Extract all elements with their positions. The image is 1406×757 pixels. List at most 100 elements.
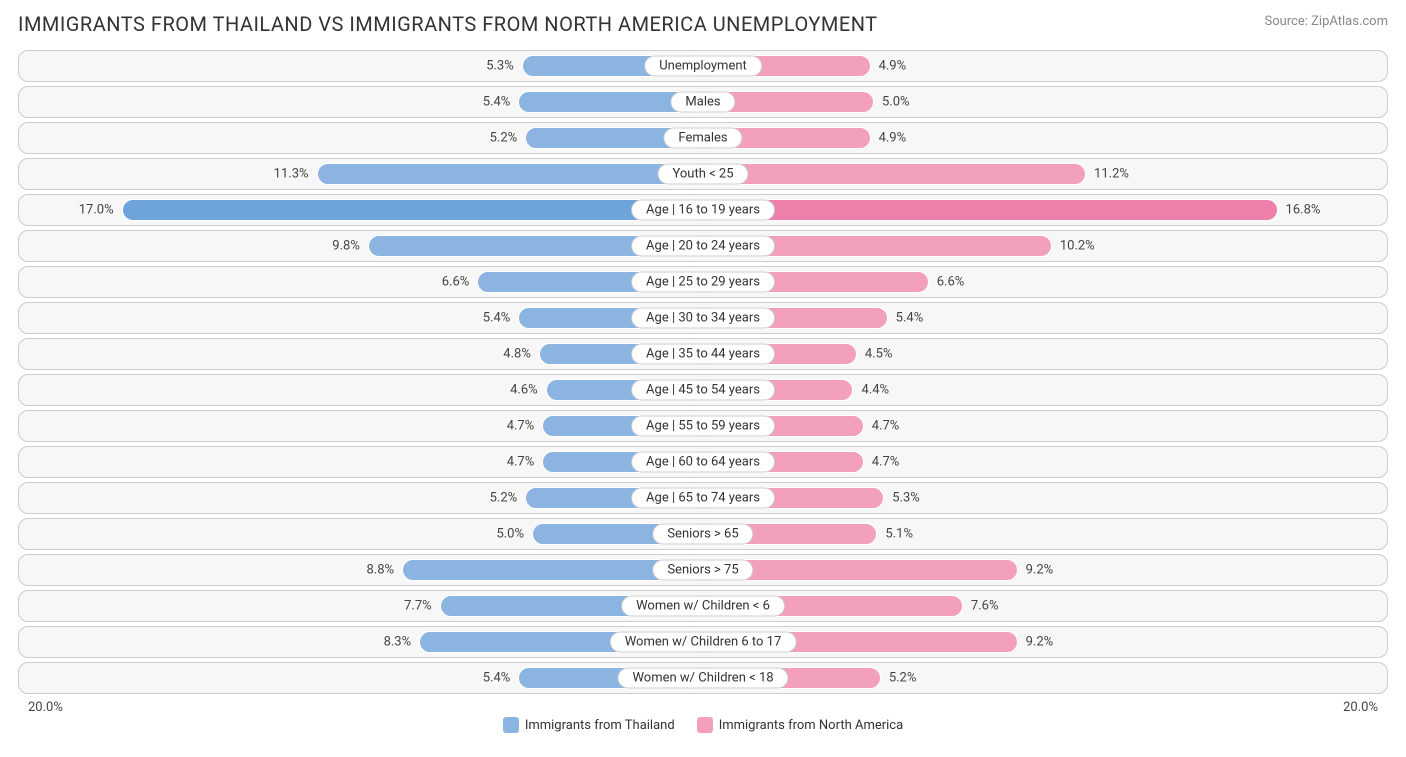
- category-label: Age | 25 to 29 years: [631, 272, 775, 293]
- value-right: 5.4%: [896, 311, 924, 326]
- diverging-bar-chart: 5.3%4.9%Unemployment5.4%5.0%Males5.2%4.9…: [18, 50, 1388, 694]
- chart-source: Source: ZipAtlas.com: [1264, 14, 1388, 29]
- legend-label-right: Immigrants from North America: [719, 718, 904, 733]
- value-left: 5.3%: [486, 59, 514, 74]
- track-left: 7.7%: [19, 595, 703, 617]
- category-label: Unemployment: [644, 56, 762, 77]
- category-label: Women w/ Children < 18: [617, 668, 788, 689]
- value-left: 4.7%: [507, 419, 535, 434]
- track-right: 4.9%: [703, 55, 1387, 77]
- category-label: Age | 30 to 34 years: [631, 308, 775, 329]
- chart-title: IMMIGRANTS FROM THAILAND VS IMMIGRANTS F…: [18, 12, 878, 36]
- value-left: 11.3%: [274, 167, 309, 182]
- track-left: 8.8%: [19, 559, 703, 581]
- track-left: 17.0%: [19, 199, 703, 221]
- value-left: 5.0%: [496, 527, 524, 542]
- value-right: 5.2%: [889, 671, 917, 686]
- value-right: 4.9%: [879, 59, 907, 74]
- bar-row: 9.8% 10.2% Age | 20 to 24 years: [18, 230, 1388, 262]
- track-right: 4.5%: [703, 343, 1387, 365]
- value-right: 10.2%: [1060, 239, 1095, 254]
- bar-left: [317, 163, 703, 185]
- track-left: 5.4%: [19, 91, 703, 113]
- category-label: Age | 55 to 59 years: [631, 416, 775, 437]
- value-right: 9.2%: [1026, 635, 1054, 650]
- bar-row: 5.2% 4.9% Females: [18, 122, 1388, 154]
- source-name: ZipAtlas.com: [1311, 14, 1388, 29]
- value-right: 5.3%: [892, 491, 920, 506]
- axis-labels: 20.0% 20.0%: [18, 700, 1388, 715]
- bar-row: 5.0% 5.1% Seniors > 65: [18, 518, 1388, 550]
- category-label: Women w/ Children 6 to 17: [610, 632, 797, 653]
- track-right: 6.6%: [703, 271, 1387, 293]
- category-label: Youth < 25: [657, 164, 748, 185]
- bar-right: [703, 163, 1086, 185]
- track-left: 5.4%: [19, 307, 703, 329]
- category-label: Age | 45 to 54 years: [631, 380, 775, 401]
- track-left: 5.2%: [19, 127, 703, 149]
- bar-row: 5.3% 4.9% Unemployment: [18, 50, 1388, 82]
- track-left: 4.7%: [19, 415, 703, 437]
- legend-label-left: Immigrants from Thailand: [525, 718, 675, 733]
- bar-row: 8.8% 9.2% Seniors > 75: [18, 554, 1388, 586]
- track-right: 5.0%: [703, 91, 1387, 113]
- axis-right-max: 20.0%: [1343, 700, 1378, 715]
- category-label: Seniors > 75: [652, 560, 753, 581]
- bar-row: 7.7%7.6%Women w/ Children < 6: [18, 590, 1388, 622]
- value-left: 9.8%: [332, 239, 360, 254]
- track-left: 11.3%: [19, 163, 703, 185]
- value-left: 5.2%: [490, 491, 518, 506]
- track-left: 4.7%: [19, 451, 703, 473]
- track-right: 16.8%: [703, 199, 1387, 221]
- value-right: 4.7%: [872, 419, 900, 434]
- value-left: 8.8%: [366, 563, 394, 578]
- bar-row: 6.6%6.6%Age | 25 to 29 years: [18, 266, 1388, 298]
- value-left: 7.7%: [404, 599, 432, 614]
- value-right: 4.4%: [861, 383, 889, 398]
- value-left: 5.4%: [483, 95, 511, 110]
- bar-left: [122, 199, 703, 221]
- value-right: 4.9%: [879, 131, 907, 146]
- track-right: 5.3%: [703, 487, 1387, 509]
- track-right: 5.1%: [703, 523, 1387, 545]
- bar-row: 17.0%16.8%Age | 16 to 19 years: [18, 194, 1388, 226]
- track-right: 7.6%: [703, 595, 1387, 617]
- track-right: 4.4%: [703, 379, 1387, 401]
- value-right: 11.2%: [1094, 167, 1129, 182]
- value-right: 4.5%: [865, 347, 893, 362]
- value-right: 7.6%: [971, 599, 999, 614]
- track-left: 5.4%: [19, 667, 703, 689]
- category-label: Age | 35 to 44 years: [631, 344, 775, 365]
- value-right: 9.2%: [1026, 563, 1054, 578]
- value-right: 4.7%: [872, 455, 900, 470]
- bar-right: [703, 199, 1278, 221]
- bar-row: 8.3%9.2%Women w/ Children 6 to 17: [18, 626, 1388, 658]
- category-label: Age | 20 to 24 years: [631, 236, 775, 257]
- value-right: 5.0%: [882, 95, 910, 110]
- track-left: 6.6%: [19, 271, 703, 293]
- value-left: 17.0%: [79, 203, 114, 218]
- track-left: 4.6%: [19, 379, 703, 401]
- chart-footer: 20.0% 20.0% Immigrants from Thailand Imm…: [18, 700, 1388, 733]
- category-label: Age | 60 to 64 years: [631, 452, 775, 473]
- value-right: 6.6%: [937, 275, 965, 290]
- bar-row: 4.6% 4.4% Age | 45 to 54 years: [18, 374, 1388, 406]
- category-label: Females: [663, 128, 742, 149]
- track-right: 5.2%: [703, 667, 1387, 689]
- bar-row: 5.4%5.4%Age | 30 to 34 years: [18, 302, 1388, 334]
- category-label: Seniors > 65: [652, 524, 753, 545]
- value-right: 16.8%: [1286, 203, 1321, 218]
- track-right: 4.9%: [703, 127, 1387, 149]
- track-right: 5.4%: [703, 307, 1387, 329]
- track-right: 9.2%: [703, 559, 1387, 581]
- track-right: 4.7%: [703, 451, 1387, 473]
- chart-header: IMMIGRANTS FROM THAILAND VS IMMIGRANTS F…: [18, 12, 1388, 36]
- bar-row: 5.4%5.0%Males: [18, 86, 1388, 118]
- track-left: 5.2%: [19, 487, 703, 509]
- bar-row: 5.2%5.3%Age | 65 to 74 years: [18, 482, 1388, 514]
- value-right: 5.1%: [885, 527, 913, 542]
- axis-left-max: 20.0%: [28, 700, 63, 715]
- bar-row: 5.4% 5.2% Women w/ Children < 18: [18, 662, 1388, 694]
- value-left: 4.6%: [510, 383, 538, 398]
- track-right: 11.2%: [703, 163, 1387, 185]
